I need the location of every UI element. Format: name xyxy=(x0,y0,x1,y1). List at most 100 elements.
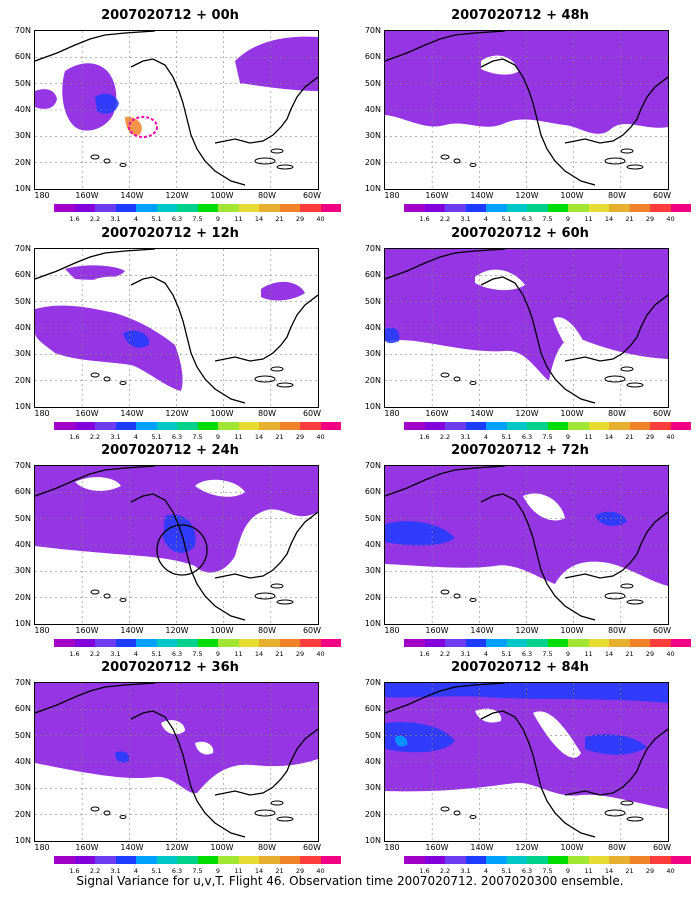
island xyxy=(620,800,634,806)
latitude-label: 30N xyxy=(14,566,31,576)
colorbar-label: 5.1 xyxy=(501,650,512,658)
colorbar-swatch xyxy=(136,422,157,430)
colorbar-swatch xyxy=(609,639,630,647)
longitude-label: 80W xyxy=(257,191,277,200)
colorbar-label: 9 xyxy=(215,650,221,658)
colorbar-swatch xyxy=(197,856,218,864)
colorbar-label: 2.2 xyxy=(89,650,101,658)
colorbar-swatch xyxy=(650,856,671,864)
colorbar-label: 9 xyxy=(565,650,571,658)
panel-title: 2007020712 + 72h xyxy=(451,443,589,458)
colorbar-label: 14 xyxy=(254,867,264,875)
island xyxy=(254,157,276,165)
no-signal-region xyxy=(195,741,214,755)
longitude-label: 140W xyxy=(120,843,144,852)
colorbar-swatch xyxy=(156,856,177,864)
colorbar-label: 11 xyxy=(584,650,593,658)
longitude-label: 140W xyxy=(470,626,494,635)
colorbar-swatch xyxy=(197,639,218,647)
colorbar-swatch xyxy=(424,204,445,212)
longitude-label: 140W xyxy=(470,409,494,418)
coastline xyxy=(480,710,596,838)
colorbar-label: 11 xyxy=(584,433,593,441)
colorbar-label: 21 xyxy=(275,215,284,223)
colorbar-label: 11 xyxy=(234,215,243,223)
colorbar-label: 7.5 xyxy=(192,650,203,658)
colorbar-label: 5.1 xyxy=(501,867,512,875)
colorbar-label: 2.2 xyxy=(439,433,451,441)
colorbar-label: 1.6 xyxy=(69,215,80,223)
longitude-label: 160W xyxy=(425,626,449,635)
colorbar-label: 7.5 xyxy=(542,867,553,875)
colorbar-label: 11 xyxy=(234,650,243,658)
longitude-label: 160W xyxy=(425,409,449,418)
colorbar-label: 11 xyxy=(234,433,243,441)
longitude-label: 60W xyxy=(652,626,672,635)
colorbar-label: 1.6 xyxy=(419,215,430,223)
latitude-label: 50N xyxy=(14,730,31,740)
colorbar-swatch xyxy=(629,639,650,647)
verification-region-circle xyxy=(156,524,208,576)
longitude-label: 140W xyxy=(120,409,144,418)
coastline xyxy=(564,294,668,362)
longitude-label: 120W xyxy=(515,626,539,635)
island xyxy=(469,163,477,167)
longitude-label: 120W xyxy=(165,843,189,852)
colorbar-swatch xyxy=(629,856,650,864)
colorbar-swatch xyxy=(300,204,321,212)
colorbar-label: 7.5 xyxy=(542,215,553,223)
variance-maximum xyxy=(35,89,57,109)
coastline xyxy=(130,58,246,186)
colorbar-swatch xyxy=(259,422,280,430)
latitude-label: 30N xyxy=(14,349,31,359)
island xyxy=(620,583,634,589)
colorbar-swatch xyxy=(465,856,486,864)
variance-maximum xyxy=(235,36,318,91)
coastline xyxy=(564,76,668,144)
colorbar-label: 3.1 xyxy=(110,650,121,658)
colorbar-swatch xyxy=(74,639,95,647)
colorbar-swatch xyxy=(259,204,280,212)
flight-track-marker xyxy=(128,116,158,138)
island xyxy=(604,375,626,383)
latitude-label: 20N xyxy=(364,157,381,167)
longitude-label: 120W xyxy=(515,409,539,418)
longitude-label: 120W xyxy=(515,191,539,200)
colorbar-label: 3.1 xyxy=(460,867,471,875)
colorbar-swatch xyxy=(177,422,198,430)
variance-region xyxy=(62,63,117,131)
colorbar-label: 14 xyxy=(604,650,614,658)
latitude-label: 20N xyxy=(364,809,381,819)
panel-title: 2007020712 + 12h xyxy=(101,226,239,241)
latitude-label: 30N xyxy=(14,783,31,793)
colorbar-label: 29 xyxy=(295,433,305,441)
colorbar-swatch xyxy=(486,204,507,212)
latitude-label: 70N xyxy=(364,461,381,470)
coastline xyxy=(130,276,246,404)
panel-title: 2007020712 + 60h xyxy=(451,226,589,241)
map-panel-00h: 2007020712 + 00h 70N 60N 50N 40N 30N 20N 10N 18… xyxy=(0,8,341,223)
colorbar-swatch xyxy=(547,639,568,647)
colorbar-label: 40 xyxy=(666,215,675,223)
colorbar-label: 40 xyxy=(666,867,675,875)
no-signal-region xyxy=(481,55,519,75)
latitude-label: 70N xyxy=(364,678,381,687)
variance-maximum xyxy=(261,281,305,301)
latitude-label: 10N xyxy=(14,836,31,845)
colorbar-label: 3.1 xyxy=(460,650,471,658)
colorbar-swatch xyxy=(465,204,486,212)
colorbar-swatch xyxy=(177,856,198,864)
map-area xyxy=(34,30,319,190)
panel-title: 2007020712 + 84h xyxy=(451,660,589,675)
latitude-label: 40N xyxy=(14,105,31,114)
island xyxy=(440,806,450,812)
latitude-label: 10N xyxy=(364,184,381,193)
map-area xyxy=(384,248,669,408)
colorbar-swatch xyxy=(218,639,239,647)
colorbar-label: 5.1 xyxy=(151,433,162,441)
latitude-label: 40N xyxy=(364,757,381,766)
colorbar-swatch xyxy=(588,204,609,212)
colorbar-label: 2.2 xyxy=(439,650,451,658)
longitude-label: 80W xyxy=(607,843,627,852)
longitude-label: 160W xyxy=(425,843,449,852)
